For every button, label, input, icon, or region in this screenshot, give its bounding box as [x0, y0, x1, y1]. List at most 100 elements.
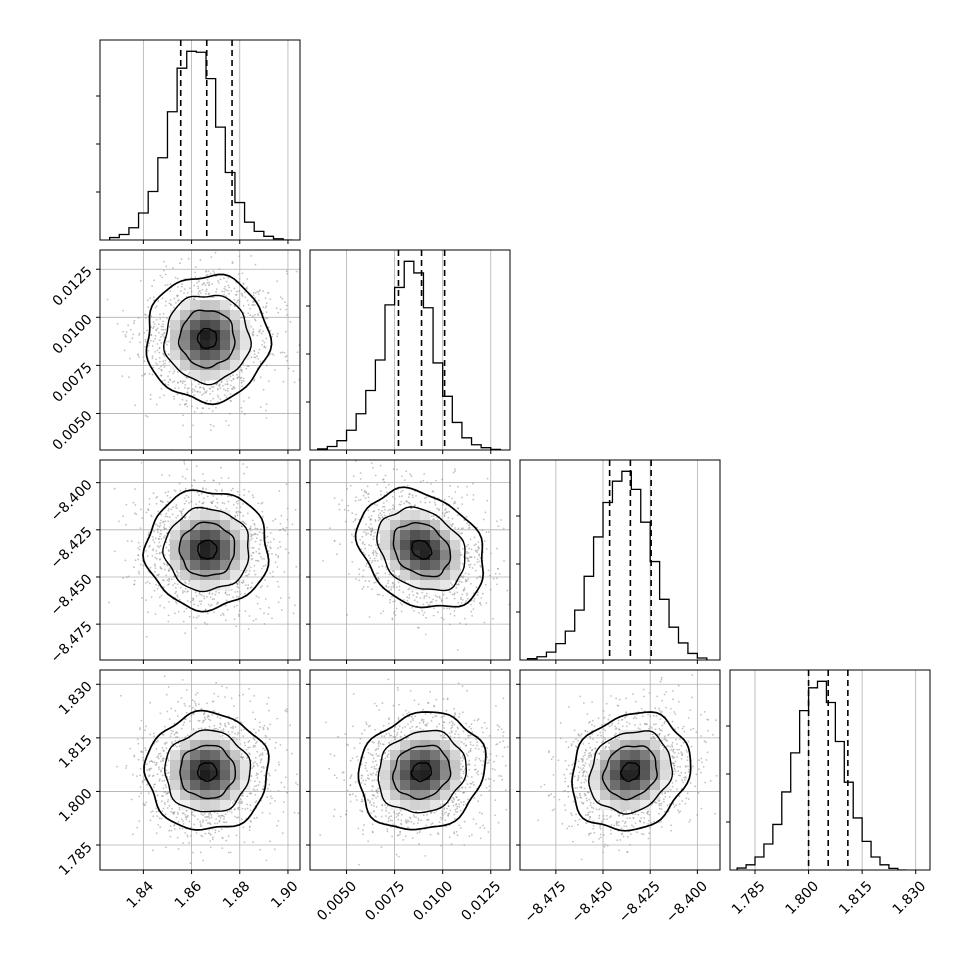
scatter-point [175, 506, 177, 508]
scatter-point [225, 619, 227, 622]
density-cell [220, 530, 231, 541]
scatter-point [173, 370, 176, 373]
scatter-point [175, 516, 178, 519]
scatter-point [163, 260, 165, 263]
scatter-point [269, 840, 271, 843]
scatter-point [380, 612, 382, 615]
scatter-point [261, 501, 264, 504]
scatter-point [209, 393, 212, 395]
hist-panel-1-content [317, 250, 502, 450]
scatter-point [163, 394, 166, 397]
scatter-point [198, 592, 201, 594]
scatter-point [248, 569, 251, 572]
scatter-point [254, 540, 257, 543]
scatter-point [262, 330, 264, 333]
scatter-point [246, 587, 249, 590]
scatter-point [139, 563, 142, 566]
scatter-point [155, 362, 157, 364]
scatter-point [160, 519, 163, 522]
scatter-point [472, 498, 475, 501]
scatter-point [160, 529, 162, 532]
scatter-point [258, 531, 261, 533]
scatter-point [232, 487, 234, 490]
scatter-point [124, 334, 127, 336]
scatter-point [201, 284, 204, 286]
scatter-point [229, 384, 232, 387]
scatter-point [189, 601, 192, 603]
scatter-point [238, 596, 240, 598]
scatter-point [243, 841, 246, 843]
scatter-point [155, 552, 158, 555]
scatter-point [291, 523, 294, 526]
scatter-point [259, 607, 262, 610]
scatter-point [267, 326, 270, 329]
scatter-point [262, 388, 265, 391]
scatter-point [142, 564, 145, 567]
scatter-point [148, 498, 151, 500]
scatter-point [160, 374, 162, 377]
scatter-point [139, 545, 141, 548]
scatter-point [159, 318, 162, 320]
scatter-point [454, 470, 456, 472]
scatter-point [216, 506, 219, 509]
scatter-point [403, 479, 406, 481]
density-cell [240, 540, 251, 551]
density-cell [190, 370, 201, 381]
scatter-point [232, 504, 235, 506]
scatter-point [413, 609, 415, 612]
scatter-point [238, 255, 241, 258]
scatter-point [346, 614, 348, 616]
scatter-point [152, 366, 155, 369]
scatter-point [223, 502, 226, 505]
density-cell [180, 340, 191, 351]
scatter-point [188, 580, 191, 583]
scatter-point [138, 572, 141, 575]
contour-series [145, 273, 273, 406]
scatter-point [186, 405, 189, 408]
scatter-point [482, 518, 485, 521]
scatter-point [354, 519, 357, 522]
scatter-point [287, 367, 290, 370]
scatter-point [238, 600, 241, 602]
scatter-point [168, 570, 170, 572]
scatter-point [361, 542, 364, 545]
scatter-point [145, 599, 147, 601]
scatter-point [339, 543, 341, 546]
scatter-point [221, 490, 223, 492]
scatter-point [259, 543, 261, 546]
panel-frame [99, 459, 301, 661]
scatter-point [244, 571, 247, 574]
scatter-point [486, 499, 489, 502]
scatter-point [358, 573, 361, 576]
scatter-point [185, 399, 188, 402]
scatter-point [150, 315, 153, 318]
scatter-point [250, 554, 253, 557]
scatter-point [234, 212, 236, 214]
scatter-point [365, 565, 368, 567]
scatter-point [451, 593, 454, 596]
scatter-point [202, 473, 204, 475]
scatter-point [160, 538, 163, 540]
scatter-point [195, 503, 198, 506]
scatter-point [264, 579, 266, 581]
scatter-point [147, 509, 150, 512]
density-cell [170, 310, 181, 321]
scatter-point [141, 597, 143, 599]
density-cell [190, 540, 201, 551]
scatter-point [179, 403, 181, 406]
scatter-point [201, 502, 204, 505]
scatter-point [200, 600, 203, 603]
contour-line [142, 489, 270, 613]
scatter-point [158, 357, 161, 359]
scatter-point [238, 290, 240, 292]
scatter-point [351, 541, 353, 544]
scatter-point [276, 332, 279, 335]
scatter-point [145, 801, 148, 804]
scatter-point [183, 292, 185, 295]
scatter-point [461, 503, 464, 505]
scatter-point [246, 286, 248, 289]
scatter-point [243, 521, 246, 524]
scatter-point [262, 565, 265, 568]
scatter-point [529, 591, 531, 593]
scatter-point [158, 351, 161, 354]
